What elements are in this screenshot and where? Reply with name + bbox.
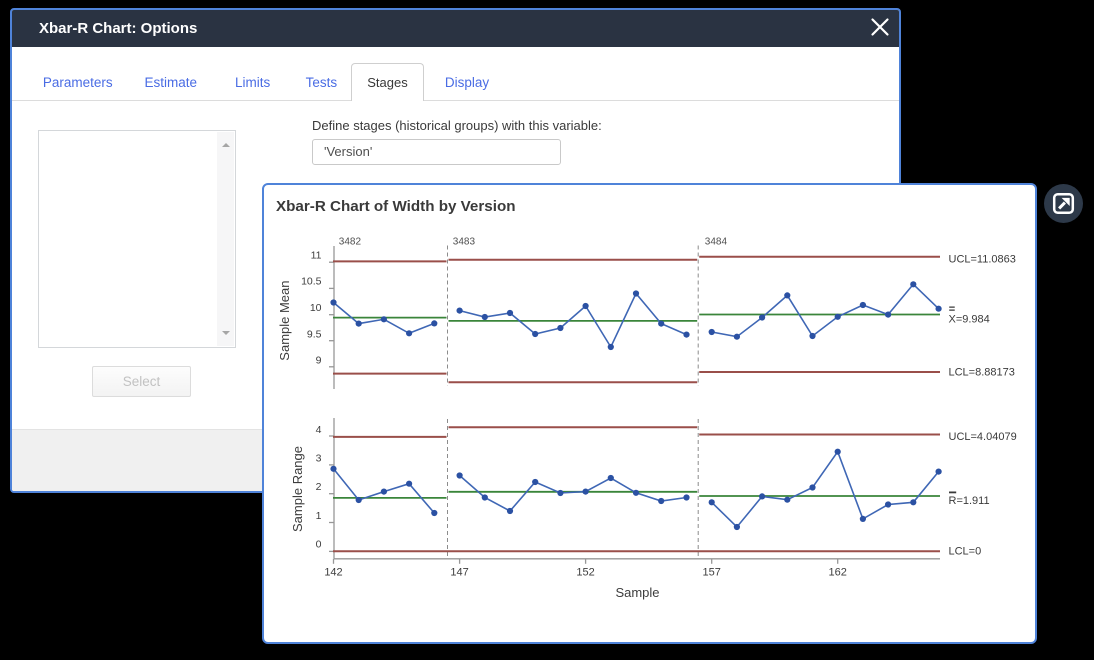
svg-text:3: 3	[316, 452, 322, 464]
svg-text:0: 0	[316, 539, 322, 551]
svg-text:Sample Mean: Sample Mean	[277, 280, 292, 360]
svg-text:4: 4	[316, 424, 322, 436]
svg-text:11: 11	[311, 250, 322, 262]
svg-text:157: 157	[703, 567, 721, 579]
svg-text:UCL=11.0863: UCL=11.0863	[949, 253, 1016, 265]
svg-text:10.5: 10.5	[301, 276, 322, 288]
svg-text:Sample Range: Sample Range	[290, 446, 305, 532]
svg-text:152: 152	[576, 567, 594, 579]
svg-text:Sample: Sample	[615, 585, 659, 600]
svg-text:9: 9	[316, 355, 322, 367]
svg-text:3483: 3483	[453, 237, 476, 248]
svg-text:3482: 3482	[339, 237, 362, 248]
svg-text:R=1.911: R=1.911	[949, 495, 990, 507]
svg-text:LCL=0: LCL=0	[949, 545, 982, 557]
svg-text:142: 142	[324, 567, 342, 579]
svg-text:162: 162	[829, 567, 847, 579]
svg-text:LCL=8.88173: LCL=8.88173	[949, 366, 1015, 378]
svg-text:UCL=4.04079: UCL=4.04079	[949, 431, 1017, 443]
svg-text:3484: 3484	[705, 237, 728, 248]
svg-text:Xbar-R Chart of Width by Versi: Xbar-R Chart of Width by Version	[276, 198, 516, 215]
svg-text:1: 1	[316, 510, 322, 522]
svg-text:2: 2	[316, 481, 322, 493]
svg-text:9.5: 9.5	[307, 329, 322, 341]
svg-text:=: =	[949, 304, 955, 316]
svg-text:147: 147	[450, 567, 468, 579]
svg-text:10: 10	[310, 302, 322, 314]
svg-text:X=9.984: X=9.984	[949, 313, 990, 325]
